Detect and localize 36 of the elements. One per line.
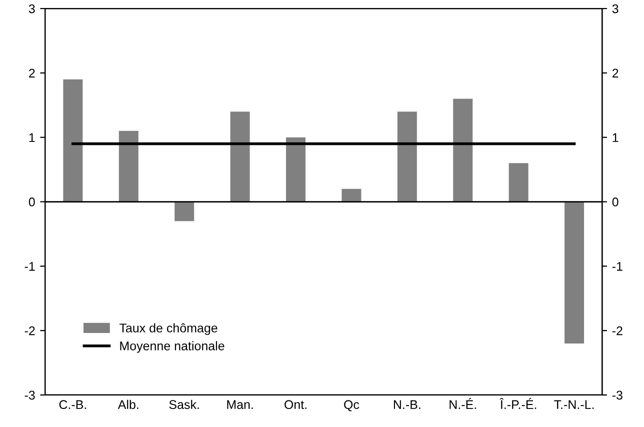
y2-tick-label: 3 [612,4,618,14]
x-tick-label: Sask. [169,400,199,410]
y-tick-label: -1 [24,262,35,271]
y-tick-label: -3 [24,390,35,400]
y2-tick-label: 2 [612,68,618,78]
bar [63,79,83,202]
x-tick-label: Î.-P.-É. [500,398,536,409]
x-tick-label: Man. [227,400,253,410]
bar [174,202,194,222]
x-tick-label: Qc [344,400,360,412]
y-tick-label: -2 [24,326,35,336]
y-tick-label: 1 [29,133,35,142]
legend-label: Taux de chômage [119,323,218,335]
bar [286,137,306,202]
bar [564,202,584,344]
bar [453,98,473,202]
y2-tick-label: -1 [612,262,622,271]
x-tick-label: N.-B. [394,400,420,409]
y-tick-label: 2 [29,68,35,78]
y-tick-label: 0 [28,198,35,206]
y2-tick-label: -3 [612,390,622,400]
x-tick-label: N.-É. [450,398,476,409]
x-tick-label: T.-N.-L. [554,400,594,409]
bar [508,163,528,202]
x-tick-label: Alb. [118,400,138,410]
bar [118,130,138,202]
y2-tick-label: -2 [612,326,622,336]
bar [397,112,417,202]
bar [342,188,362,202]
bar [230,112,250,202]
y-tick-label: 3 [28,4,35,14]
x-tick-label: C.-B. [59,400,86,410]
legend-label: Moyenne nationale [120,341,224,353]
y2-tick-label: 0 [612,198,618,206]
x-tick-label: Ont. [284,400,306,410]
y2-tick-label: 1 [612,133,618,142]
